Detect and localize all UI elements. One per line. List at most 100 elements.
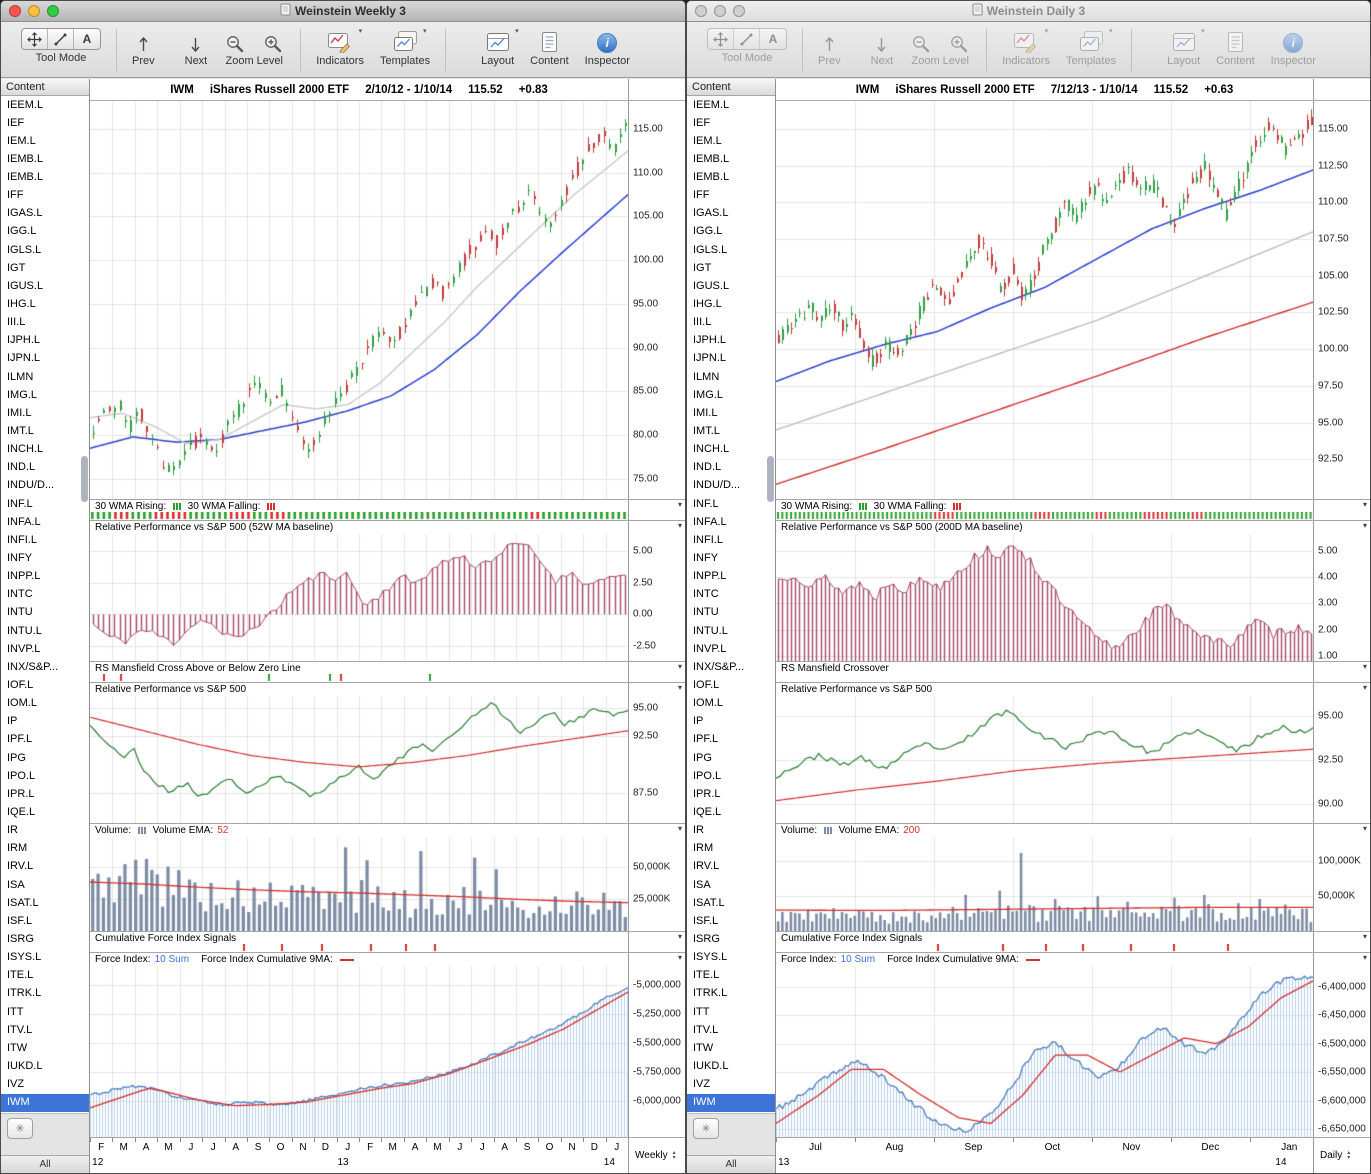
- pane-collapse-button[interactable]: ▾: [1362, 683, 1367, 692]
- sidebar-item-ihg-l[interactable]: IHG.L: [7, 298, 36, 311]
- pane-collapse-button[interactable]: ▾: [1362, 521, 1367, 530]
- pane-collapse-button[interactable]: ▾: [677, 662, 682, 671]
- sidebar-item-ieem-l[interactable]: IEEM.L: [7, 98, 44, 111]
- rp-line-pane-canvas[interactable]: [776, 696, 1313, 823]
- sidebar-item-ipg[interactable]: IPG: [7, 751, 26, 764]
- sidebar-item-ir[interactable]: IR: [693, 824, 704, 837]
- sidebar-item-itt[interactable]: ITT: [693, 1005, 710, 1018]
- pane-collapse-button[interactable]: ▾: [1362, 953, 1367, 962]
- volume-pane-canvas[interactable]: [776, 837, 1313, 931]
- rs-mansfield-strip-canvas[interactable]: [776, 674, 1313, 682]
- sidebar-item-ipo-l[interactable]: IPO.L: [7, 769, 36, 782]
- sidebar-item-iem-l[interactable]: IEM.L: [693, 134, 722, 147]
- sidebar-item-indu-d-[interactable]: INDU/D...: [7, 479, 55, 492]
- rp-histogram-pane-canvas[interactable]: [776, 534, 1313, 661]
- sidebar-item-ite-l[interactable]: ITE.L: [7, 969, 34, 982]
- zoom-in-button[interactable]: [947, 28, 971, 53]
- rp-line-pane-canvas[interactable]: [90, 696, 628, 823]
- sidebar-item-iii-l[interactable]: III.L: [7, 316, 26, 329]
- layout-button[interactable]: ▾: [484, 28, 519, 53]
- sidebar-item-intu-l[interactable]: INTU.L: [693, 624, 728, 637]
- titlebar[interactable]: Weinstein Weekly 3: [1, 1, 685, 22]
- titlebar[interactable]: Weinstein Daily 3: [687, 1, 1370, 22]
- sidebar-item-iff[interactable]: IFF: [7, 189, 24, 202]
- next-button[interactable]: [188, 28, 203, 53]
- sidebar-item-itrk-l[interactable]: ITRK.L: [693, 987, 728, 1000]
- sidebar-item-inf-l[interactable]: INF.L: [693, 497, 719, 510]
- sidebar-item-ivz[interactable]: IVZ: [693, 1078, 711, 1091]
- sidebar-item-irm[interactable]: IRM: [7, 842, 28, 855]
- pane-collapse-button[interactable]: ▾: [677, 953, 682, 962]
- sidebar-item-isrg[interactable]: ISRG: [693, 932, 720, 945]
- sidebar-item-isf-l[interactable]: ISF.L: [7, 914, 33, 927]
- cumulative-force-signals-strip-canvas[interactable]: [776, 944, 1313, 952]
- sidebar-item-ip[interactable]: IP: [7, 715, 18, 728]
- indicators-button[interactable]: ▾: [325, 28, 362, 53]
- sidebar-item-imi-l[interactable]: IMI.L: [7, 406, 32, 419]
- draw-line-tool-button[interactable]: [48, 29, 74, 49]
- sidebar-item-imt-l[interactable]: IMT.L: [7, 425, 34, 438]
- volume-pane-canvas[interactable]: [90, 837, 628, 931]
- sidebar-item-isa[interactable]: ISA: [7, 878, 25, 891]
- sidebar-item-ief[interactable]: IEF: [693, 116, 711, 129]
- sidebar-item-igas-l[interactable]: IGAS.L: [693, 207, 729, 220]
- sidebar-item-isys-l[interactable]: ISYS.L: [7, 951, 42, 964]
- sidebar-item-intc[interactable]: INTC: [7, 588, 33, 601]
- sidebar-item-itrk-l[interactable]: ITRK.L: [7, 987, 42, 1000]
- sidebar-item-inpp-l[interactable]: INPP.L: [693, 570, 727, 583]
- sidebar-item-iem-l[interactable]: IEM.L: [7, 134, 36, 147]
- sidebar-item-ijpn-l[interactable]: IJPN.L: [7, 352, 41, 365]
- sidebar-item-indu-d-[interactable]: INDU/D...: [693, 479, 741, 492]
- sidebar-item-ipo-l[interactable]: IPO.L: [693, 769, 722, 782]
- sidebar-item-ind-l[interactable]: IND.L: [693, 461, 722, 474]
- sidebar-item-igus-l[interactable]: IGUS.L: [693, 279, 730, 292]
- minimize-button[interactable]: [28, 5, 40, 17]
- sidebar-item-invp-l[interactable]: INVP.L: [7, 642, 41, 655]
- sidebar-item-igas-l[interactable]: IGAS.L: [7, 207, 43, 220]
- pane-collapse-button[interactable]: ▾: [677, 683, 682, 692]
- close-button[interactable]: [695, 5, 707, 17]
- sidebar-item-iukd-l[interactable]: IUKD.L: [693, 1059, 729, 1072]
- sidebar-item-intu[interactable]: INTU: [693, 606, 719, 619]
- sidebar-item-ind-l[interactable]: IND.L: [7, 461, 36, 474]
- sidebar-item-intc[interactable]: INTC: [693, 588, 719, 601]
- move-tool-button[interactable]: [708, 29, 734, 49]
- sidebar-item-iom-l[interactable]: IOM.L: [7, 697, 37, 710]
- sidebar-item-inpp-l[interactable]: INPP.L: [7, 570, 41, 583]
- sidebar-item-isrg[interactable]: ISRG: [7, 932, 34, 945]
- sidebar-item-infy[interactable]: INFY: [693, 552, 719, 565]
- pane-collapse-button[interactable]: ▾: [1362, 500, 1367, 509]
- text-tool-button[interactable]: A: [760, 29, 786, 49]
- sidebar-item-inx-s-p-[interactable]: INX/S&P...: [7, 660, 59, 673]
- text-tool-button[interactable]: A: [74, 29, 100, 49]
- sidebar-item-igls-l[interactable]: IGLS.L: [7, 243, 42, 256]
- minimize-button[interactable]: [714, 5, 726, 17]
- sidebar-item-intu[interactable]: INTU: [7, 606, 33, 619]
- layout-button[interactable]: ▾: [1170, 28, 1205, 53]
- periodicity-selector[interactable]: Weekly ▴ ▾: [628, 1138, 685, 1173]
- wma-trend-strip-canvas[interactable]: [776, 512, 1313, 520]
- sidebar-item-ipr-l[interactable]: IPR.L: [7, 787, 35, 800]
- content-button[interactable]: [1224, 28, 1247, 53]
- sidebar-item-infa-l[interactable]: INFA.L: [693, 515, 727, 528]
- sidebar-item-igg-l[interactable]: IGG.L: [693, 225, 723, 238]
- sidebar-item-itv-l[interactable]: ITV.L: [7, 1023, 33, 1036]
- sidebar-item-irm[interactable]: IRM: [693, 842, 714, 855]
- sidebar-item-ite-l[interactable]: ITE.L: [693, 969, 720, 982]
- templates-button[interactable]: ▾: [1077, 28, 1113, 53]
- pane-collapse-button[interactable]: ▾: [677, 932, 682, 941]
- zoom-window-button[interactable]: [733, 5, 745, 17]
- pane-collapse-button[interactable]: ▾: [1362, 824, 1367, 833]
- inspector-button[interactable]: i: [1281, 28, 1305, 53]
- zoom-window-button[interactable]: [47, 5, 59, 17]
- sidebar-item-inch-l[interactable]: INCH.L: [693, 443, 730, 456]
- sidebar-item-infa-l[interactable]: INFA.L: [7, 515, 41, 528]
- sidebar-item-igt[interactable]: IGT: [7, 261, 26, 274]
- sidebar-item-iwm[interactable]: IWM: [687, 1093, 775, 1112]
- sidebar-item-itw[interactable]: ITW: [693, 1041, 714, 1054]
- inspector-button[interactable]: i: [595, 28, 619, 53]
- zoom-in-button[interactable]: [261, 28, 285, 53]
- sidebar-item-ieem-l[interactable]: IEEM.L: [693, 98, 730, 111]
- rp-histogram-pane-canvas[interactable]: [90, 534, 628, 661]
- sidebar-item-iqe-l[interactable]: IQE.L: [7, 805, 36, 818]
